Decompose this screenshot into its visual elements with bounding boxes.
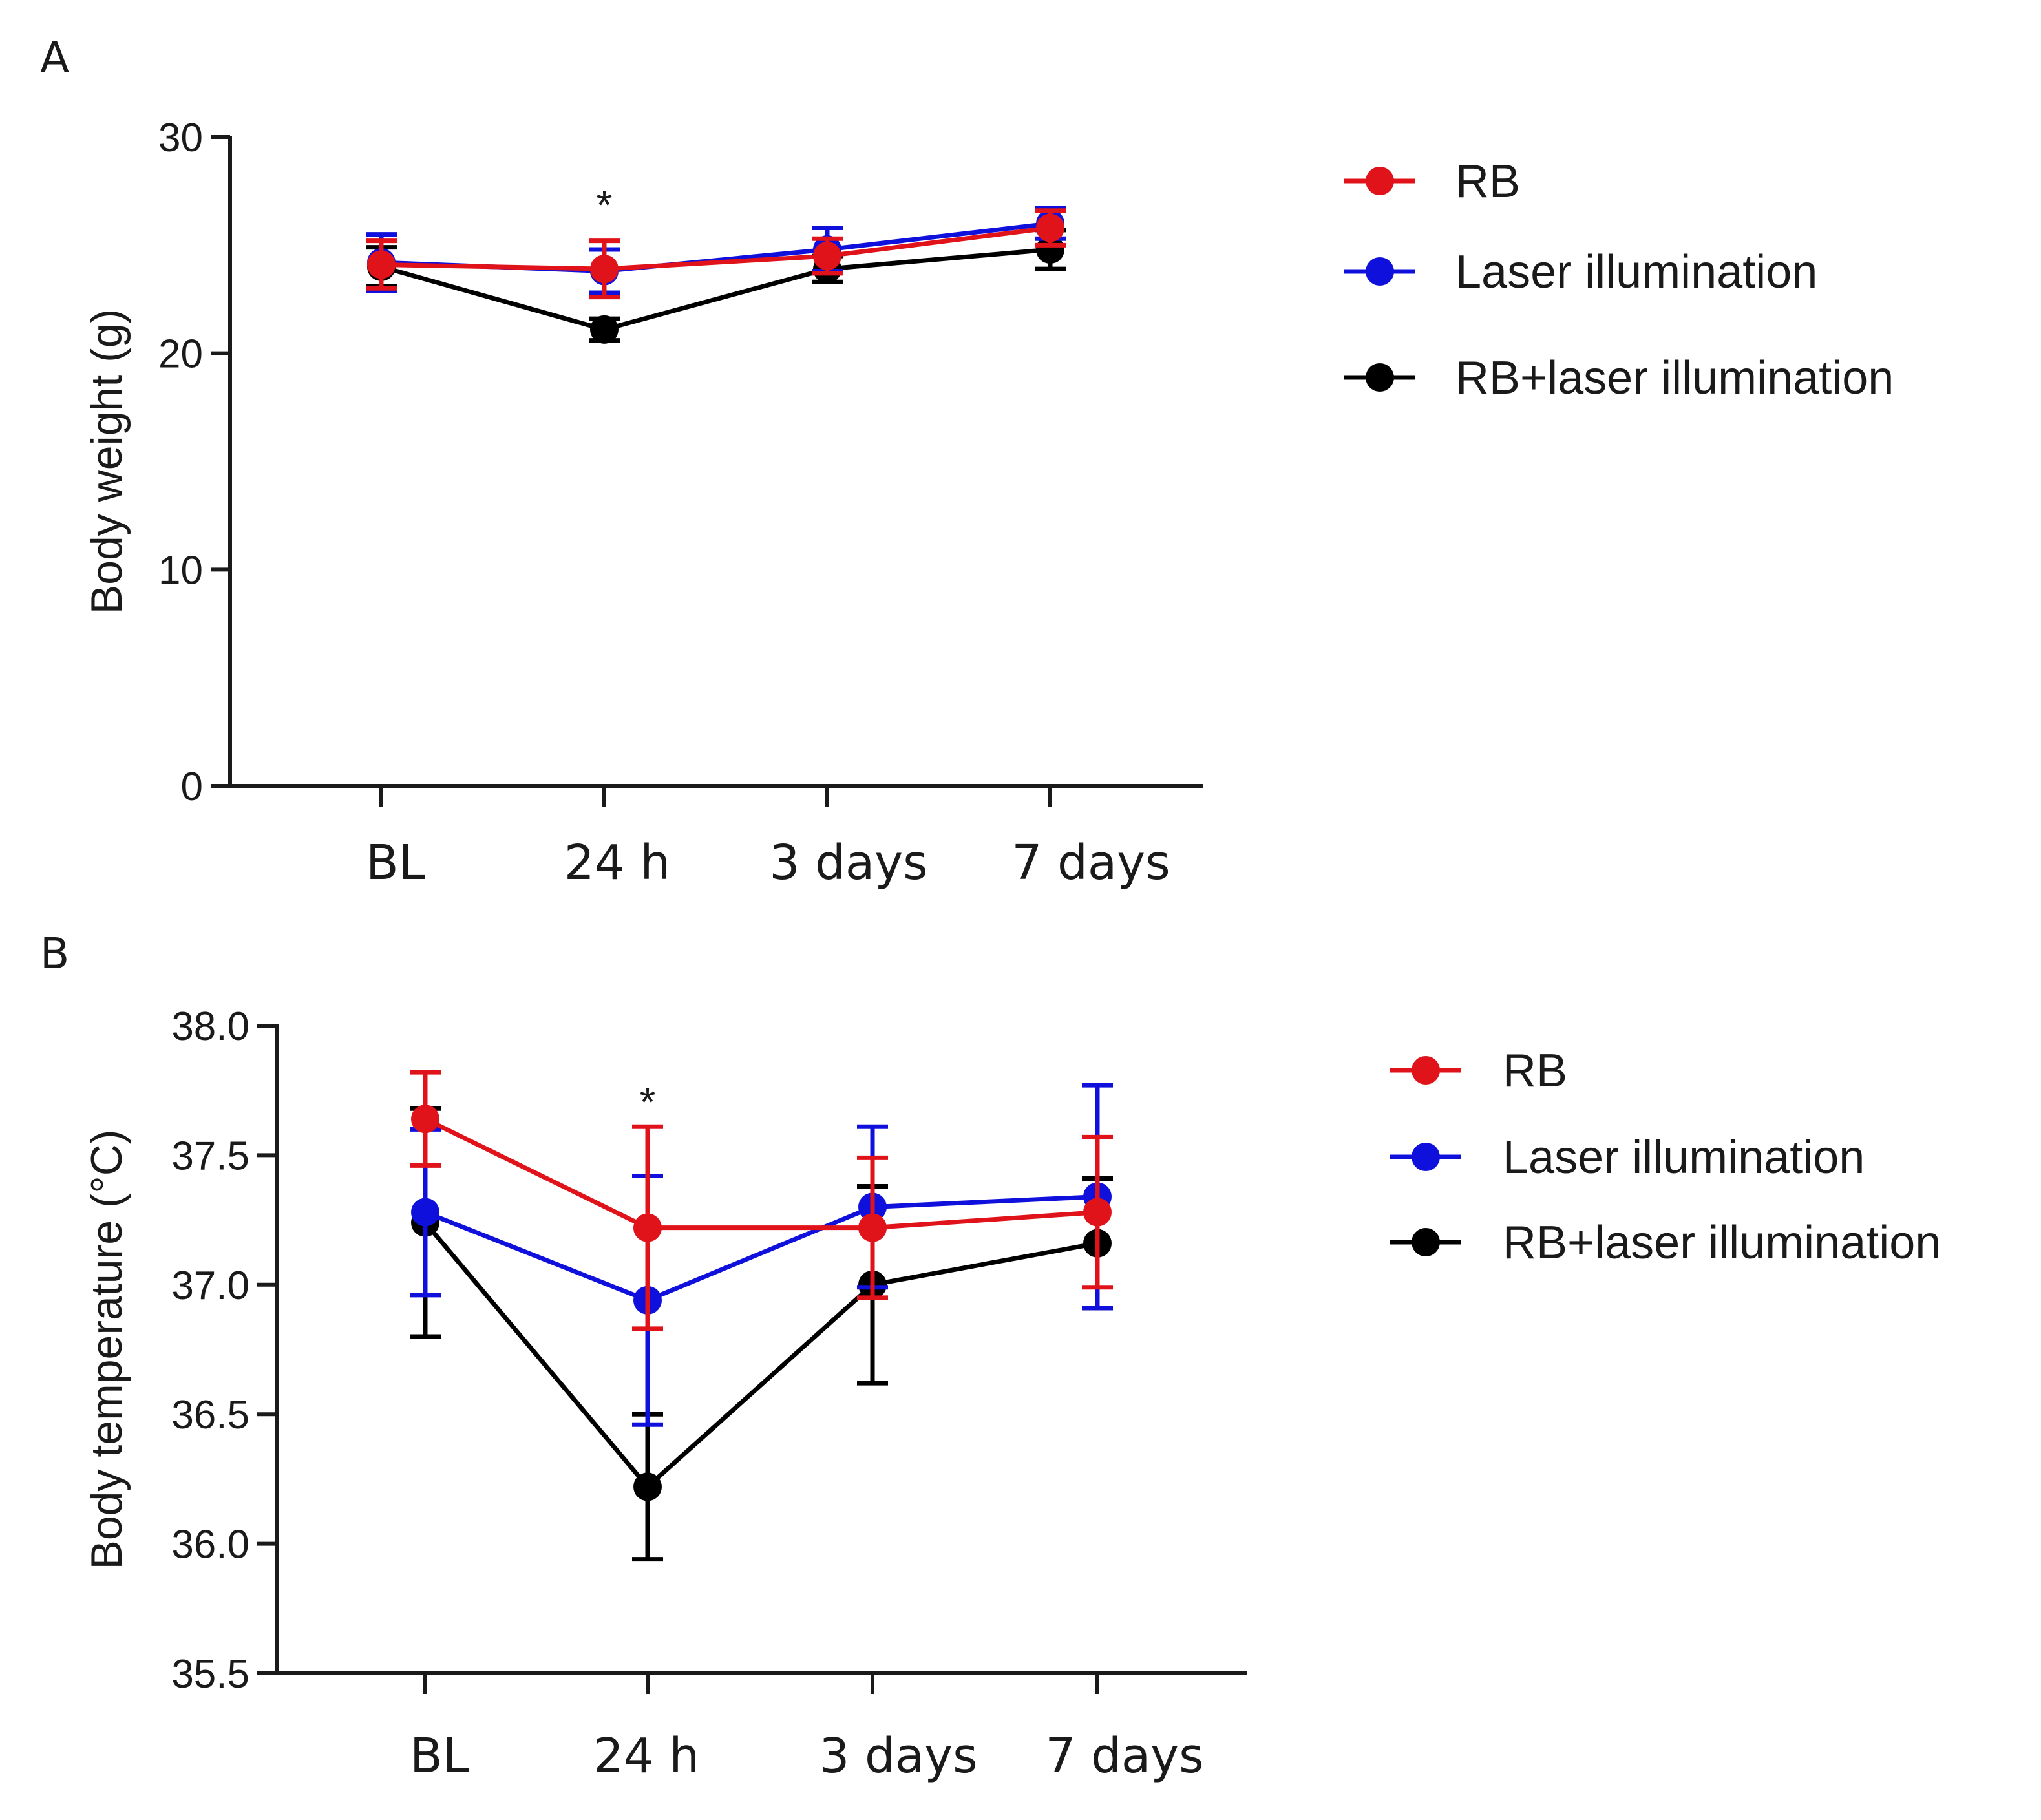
data-point [633, 1472, 662, 1501]
y-tick-label: 10 [158, 548, 203, 593]
series-line [423, 1221, 1098, 1489]
legend-item-laser-illumination: Laser illumination [1344, 246, 1817, 298]
data-point [1083, 1198, 1112, 1227]
data-point [590, 255, 619, 284]
series-line [381, 226, 1051, 271]
legend-marker [1366, 257, 1394, 286]
significance-asterisk: * [597, 182, 613, 228]
legend-item-laser-illumination: Laser illumination [1390, 1132, 1865, 1183]
x-tick-label: BL [366, 835, 425, 891]
legend-item-rb: RB [1344, 156, 1520, 207]
y-tick-label: 37.0 [171, 1264, 249, 1308]
y-tick-label: 38.0 [171, 1004, 249, 1049]
y-tick-label: 36.0 [171, 1523, 249, 1567]
legend-item-rb-laser-illumination: RB+laser illumination [1344, 352, 1894, 404]
y-tick-label: 30 [158, 116, 203, 160]
series-rb [366, 208, 1066, 300]
data-point [1036, 213, 1064, 242]
series-rb-laser-illumination [410, 1106, 1113, 1562]
series-line [424, 1117, 1098, 1231]
data-point [1036, 235, 1064, 264]
data-point [813, 242, 841, 271]
legend-item-rb: RB [1390, 1045, 1567, 1097]
y-tick-label: 37.5 [171, 1134, 249, 1178]
legend-label: RB [1503, 1045, 1567, 1097]
y-axis-title: Body temperature (°C) [82, 1130, 131, 1570]
x-tick-label: 3 days [819, 1728, 977, 1784]
legend-label: Laser illumination [1503, 1132, 1865, 1183]
data-point [858, 1213, 887, 1242]
series-laser-illumination [366, 206, 1066, 295]
x-tick-label: 7 days [1011, 835, 1170, 891]
data-point [367, 250, 396, 279]
series-line [424, 1194, 1098, 1303]
y-tick-label: 35.5 [171, 1652, 249, 1697]
y-tick-label: 20 [158, 332, 203, 377]
legend-label: Laser illumination [1455, 246, 1817, 298]
x-tick-label: BL [410, 1728, 469, 1784]
y-axis-title: Body weight (g) [82, 309, 131, 614]
legend: RB Laser illumination RB+laser illuminatio… [1390, 1045, 1941, 1269]
data-point [633, 1213, 662, 1242]
x-tick-label: 7 days [1045, 1728, 1203, 1784]
panel-b-label: B [40, 929, 69, 979]
legend: RB Laser illumination RB+laser illuminatio… [1344, 156, 1894, 404]
x-tick-label: 24 h [593, 1728, 700, 1784]
legend-marker [1412, 1143, 1440, 1171]
legend-item-rb-laser-illumination: RB+laser illumination [1390, 1217, 1941, 1269]
series-rb-laser-illumination [366, 228, 1066, 344]
data-point [411, 1105, 439, 1134]
legend-marker [1366, 167, 1394, 195]
x-tick-label: 24 h [564, 835, 671, 891]
x-tick-label: 3 days [769, 835, 927, 891]
legend-label: RB+laser illumination [1455, 352, 1894, 404]
legend-marker [1412, 1056, 1440, 1085]
y-tick-label: 0 [181, 765, 203, 809]
series-rb [410, 1070, 1113, 1331]
legend-label: RB [1455, 156, 1520, 207]
panel-a-label: A [40, 33, 69, 83]
legend-marker [1366, 363, 1394, 392]
data-point [411, 1198, 439, 1227]
chart-panel-b: 35.5 36.0 36.5 37.0 37.5 38.0 BL 24 h 3 days 7 da… [82, 1004, 1941, 1784]
data-point [590, 315, 619, 344]
series-laser-illumination [410, 1083, 1113, 1427]
legend-label: RB+laser illumination [1503, 1217, 1941, 1269]
y-tick-label: 36.5 [171, 1393, 249, 1437]
significance-asterisk: * [640, 1079, 656, 1125]
series-line [381, 247, 1051, 332]
legend-marker [1412, 1228, 1440, 1256]
chart-panel-a: 0 10 20 30 BL 24 h 3 days 7 days Body weight (g)… [82, 116, 1894, 891]
